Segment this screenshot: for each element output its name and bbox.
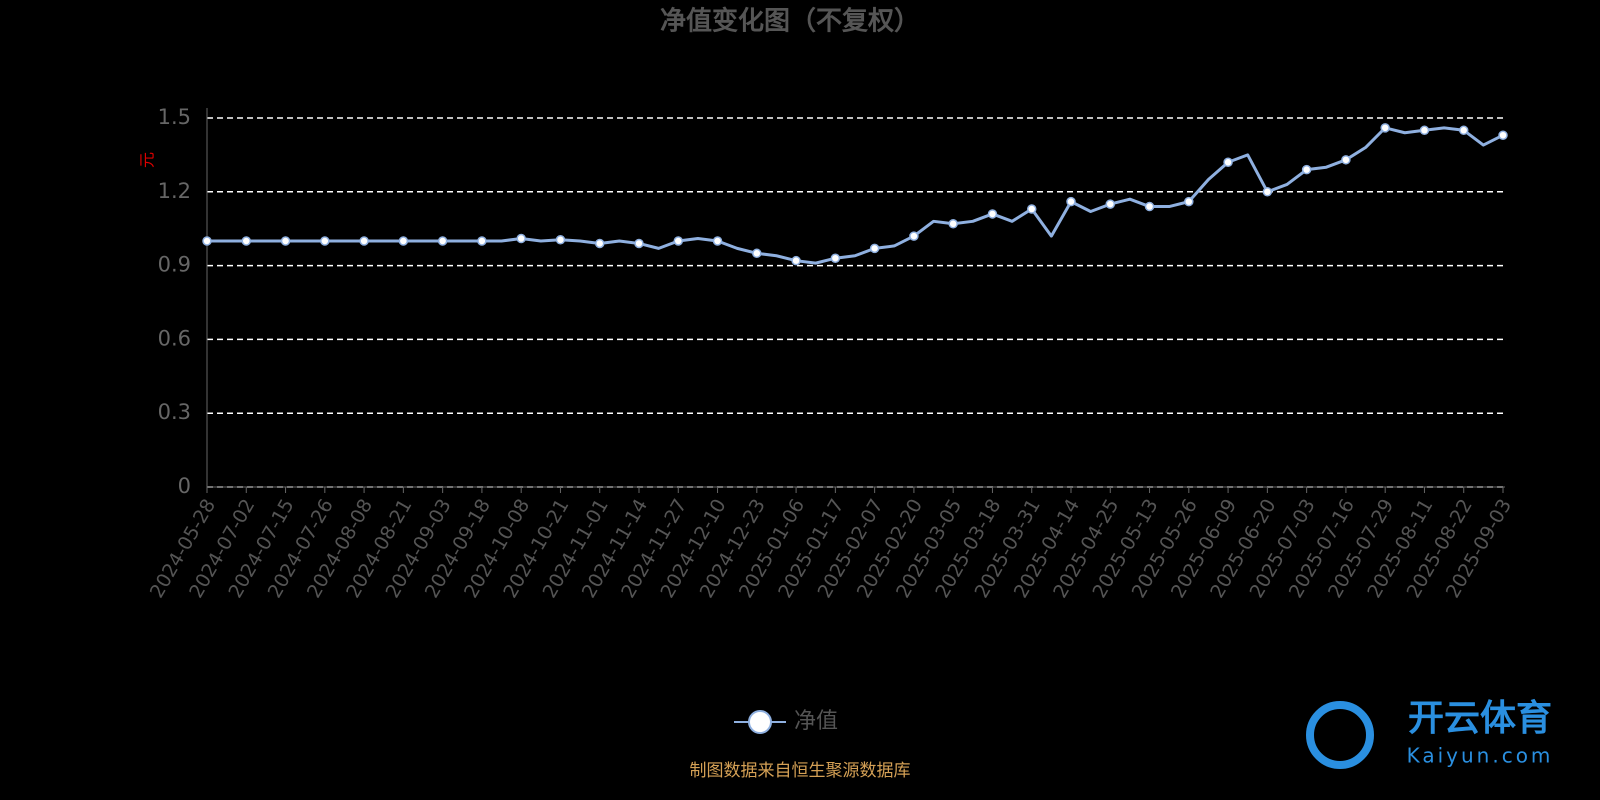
source-note: 制图数据来自恒生聚源数据库 (690, 761, 911, 781)
y-tick-label: 0.3 (158, 400, 191, 424)
data-point (1341, 155, 1351, 165)
data-point (1144, 201, 1155, 212)
data-point (202, 236, 212, 246)
legend-marker (748, 710, 772, 734)
data-point (280, 236, 291, 246)
y-tick-label: 0.6 (158, 326, 191, 350)
y-tick-label: 1.2 (158, 179, 191, 203)
data-point (634, 238, 644, 249)
data-point (1498, 130, 1508, 140)
data-point (712, 236, 723, 246)
data-point (1105, 199, 1116, 209)
data-point (1262, 187, 1273, 197)
data-point (1223, 157, 1233, 168)
data-point (398, 236, 409, 246)
watermark-brand: 开云体育 (1408, 698, 1552, 739)
watermark-logo (1306, 701, 1374, 769)
y-tick-label: 0.9 (158, 253, 191, 277)
y-tick-label: 0 (178, 474, 191, 498)
y-tick-label: 1.5 (158, 105, 191, 129)
series-line (207, 126, 1504, 265)
data-point (241, 236, 252, 246)
data-point (1301, 164, 1312, 175)
data-point (1026, 204, 1037, 214)
data-point (359, 236, 369, 246)
data-point (1184, 196, 1194, 207)
legend-label: 净值 (794, 709, 838, 734)
data-point (673, 236, 684, 246)
data-point (1066, 196, 1076, 207)
data-point (594, 238, 605, 249)
data-point (1380, 123, 1390, 133)
data-point (948, 219, 958, 229)
data-point (869, 243, 880, 254)
chart-title: 净值变化图（不复权） (660, 6, 920, 37)
data-point (555, 235, 566, 245)
data-point (987, 209, 998, 219)
data-point (909, 231, 919, 241)
watermark-url: Kaiyun.com (1407, 744, 1554, 768)
data-point (791, 255, 801, 266)
data-point (320, 236, 330, 246)
data-point (477, 236, 487, 246)
data-point (1458, 125, 1469, 136)
y-axis-label: 元 (138, 152, 157, 168)
data-point (516, 233, 526, 244)
data-point (830, 253, 841, 263)
data-point (437, 236, 448, 246)
data-point (1419, 125, 1430, 136)
data-point (752, 248, 762, 259)
